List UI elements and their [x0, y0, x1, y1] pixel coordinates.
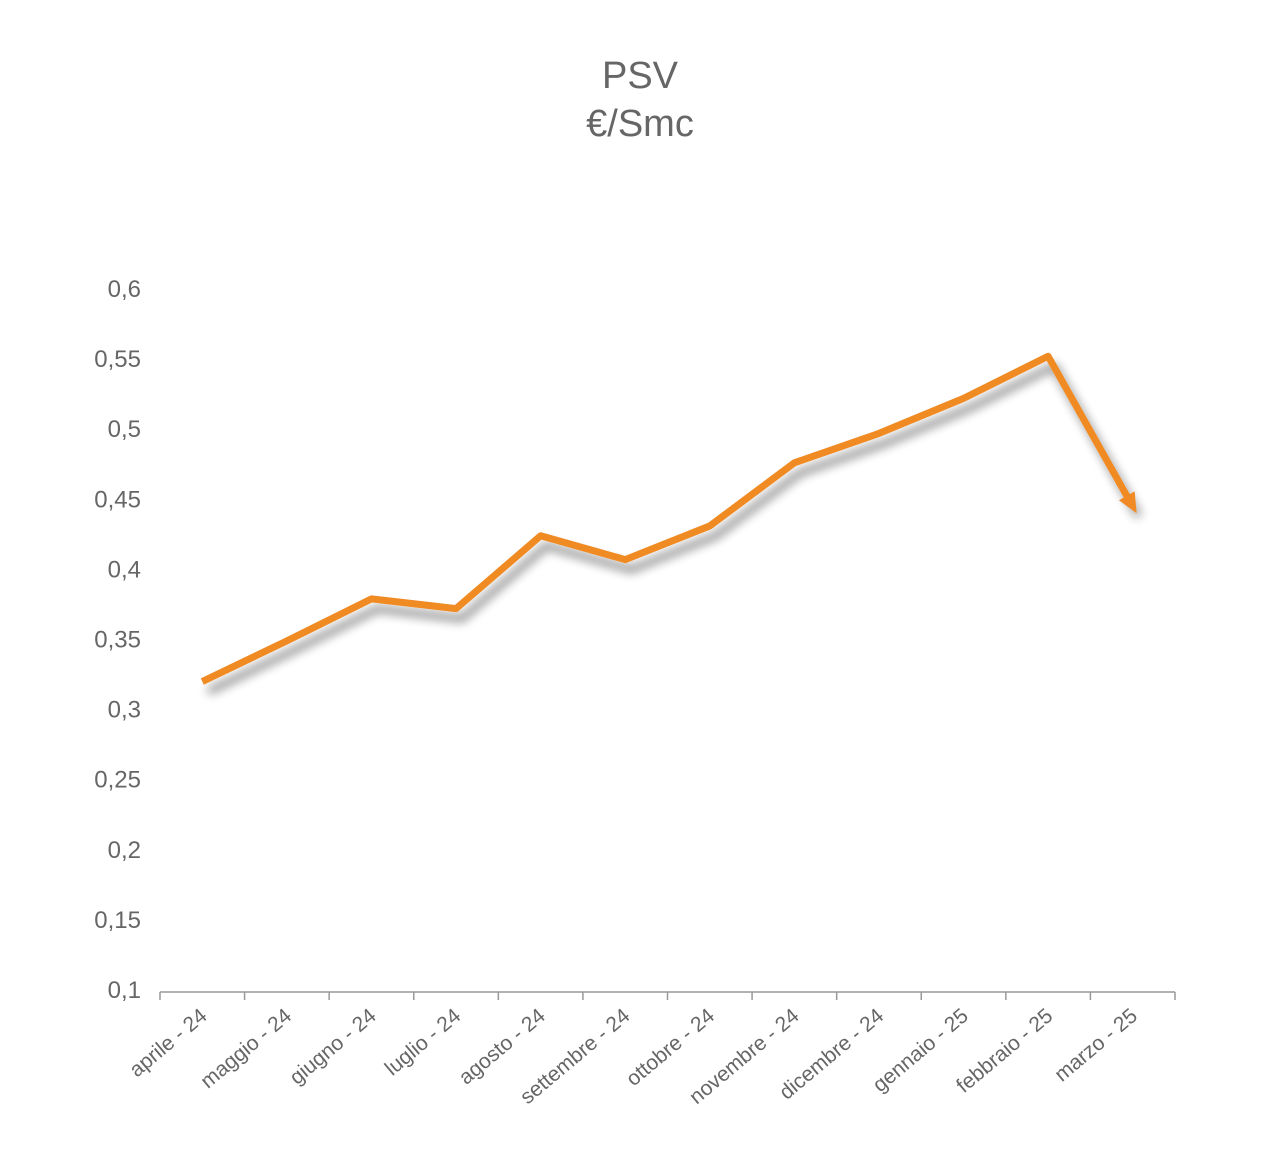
y-tick-label: 0,1: [108, 977, 141, 1004]
y-tick-label: 0,2: [108, 837, 141, 864]
chart-title-block: PSV €/Smc: [0, 52, 1280, 148]
y-tick-label: 0,25: [94, 767, 141, 794]
y-tick-label: 0,3: [108, 697, 141, 724]
y-tick-label: 0,4: [108, 556, 141, 583]
series-layer: [200, 352, 1137, 685]
x-tick-label: aprile - 24: [125, 1004, 212, 1082]
series-line: [200, 352, 1136, 685]
x-tick-label: luglio - 24: [381, 1004, 466, 1080]
y-tick-label: 0,6: [108, 276, 141, 303]
chart-title: PSV: [601, 55, 679, 97]
series-arrowhead: [1118, 491, 1137, 514]
y-tick-label: 0,15: [94, 907, 141, 934]
chart-subtitle: €/Smc: [586, 103, 694, 145]
y-axis-labels: 0,1 0,15 0,2 0,25 0,3 0,35 0,4 0,45 0,5 0,55 0,6: [94, 276, 141, 1004]
y-tick-label: 0,5: [108, 416, 141, 443]
y-tick-label: 0,55: [94, 346, 141, 373]
x-tick-label: marzo - 25: [1050, 1004, 1142, 1086]
y-tick-label: 0,35: [94, 627, 141, 654]
x-axis: [159, 991, 1176, 1000]
x-tick-label: maggio - 24: [196, 1004, 296, 1093]
y-tick-label: 0,45: [94, 486, 141, 513]
x-tick-label: giugno - 24: [285, 1004, 381, 1089]
